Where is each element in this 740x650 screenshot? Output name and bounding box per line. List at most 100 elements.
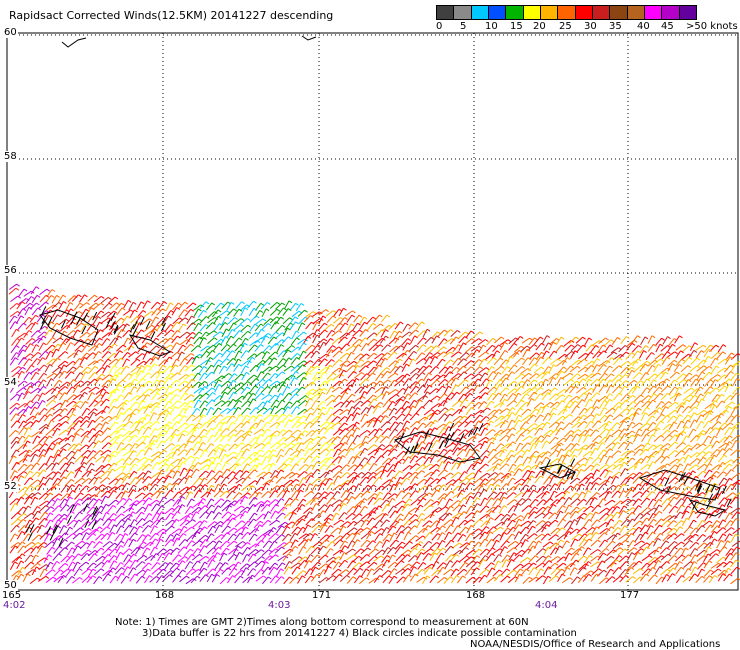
wind-barb-tick xyxy=(270,414,274,417)
wind-barb xyxy=(619,385,626,394)
wind-barb xyxy=(156,476,164,484)
wind-barb xyxy=(333,448,339,458)
wind-barb xyxy=(107,486,116,493)
wind-barb xyxy=(169,394,177,402)
wind-barb-tick xyxy=(133,386,138,390)
wind-barb xyxy=(534,414,541,423)
wind-barb xyxy=(688,374,697,381)
wind-barb-tick xyxy=(178,414,183,417)
wind-barb xyxy=(17,308,24,317)
wind-barb xyxy=(584,373,593,380)
wind-barb-tick xyxy=(94,399,99,403)
wind-barb-tick xyxy=(331,422,335,426)
wind-barb-tick xyxy=(226,468,231,472)
wind-barb-tick xyxy=(406,400,410,404)
wind-barb xyxy=(242,433,249,442)
wind-barb-tick xyxy=(498,408,503,412)
wind-barb-tick xyxy=(455,384,460,388)
wind-barb xyxy=(53,380,60,388)
wind-barb xyxy=(38,443,46,451)
wind-barb xyxy=(130,366,139,373)
wind-barb xyxy=(389,421,396,430)
wind-barb xyxy=(351,475,358,484)
wind-barb xyxy=(318,353,327,360)
wind-barb xyxy=(86,456,94,464)
wind-barb-tick xyxy=(92,411,97,415)
wind-barb xyxy=(339,322,346,331)
wind-barb-tick xyxy=(184,301,189,305)
wind-barb xyxy=(281,336,289,344)
wind-barb xyxy=(24,385,31,395)
wind-barb-tick xyxy=(36,401,40,405)
wind-barb xyxy=(22,406,29,414)
wind-barb xyxy=(177,461,183,471)
wind-barb-tick xyxy=(240,343,245,347)
wind-barb xyxy=(39,288,48,296)
wind-barb-tick xyxy=(403,352,407,356)
wind-barb xyxy=(612,435,620,443)
wind-barb xyxy=(394,421,401,430)
wind-barb xyxy=(305,429,313,437)
wind-barb xyxy=(345,428,353,437)
wind-barb xyxy=(381,391,387,400)
wind-barb xyxy=(248,332,257,340)
wind-barb-tick xyxy=(268,345,273,349)
wind-barb-tick xyxy=(146,342,151,346)
wind-barb-tick xyxy=(561,448,565,452)
wind-barb xyxy=(289,449,298,457)
wind-barb-tick xyxy=(637,350,641,354)
wind-barb-tick xyxy=(233,373,238,377)
wind-barb-tick xyxy=(604,414,608,418)
wind-barb xyxy=(128,302,134,311)
wind-barb-tick xyxy=(568,449,572,453)
wind-barb-tick xyxy=(548,366,552,369)
wind-barb-tick xyxy=(267,332,272,336)
wind-barb xyxy=(576,469,582,478)
wind-barb-tick xyxy=(204,372,208,376)
wind-barb-tick xyxy=(407,323,411,327)
wind-barb-tick xyxy=(282,358,287,362)
wind-barb xyxy=(675,402,683,410)
wind-barb-tick xyxy=(338,346,342,350)
wind-barb xyxy=(191,318,200,325)
wind-barb xyxy=(324,477,330,487)
wind-barb xyxy=(46,395,55,402)
wind-barb-tick xyxy=(212,456,216,460)
wind-barb xyxy=(8,287,17,295)
wind-barb-tick xyxy=(35,419,40,423)
wind-barb-tick xyxy=(122,447,126,451)
wind-barb xyxy=(557,454,563,464)
wind-barb-tick xyxy=(171,443,175,446)
wind-barb xyxy=(668,464,676,472)
wind-barb-tick xyxy=(248,456,253,460)
wind-barb-tick xyxy=(73,394,78,398)
wind-barb-tick xyxy=(37,368,41,371)
wind-barb xyxy=(577,434,583,443)
wind-barb xyxy=(507,388,515,395)
wind-barb xyxy=(730,406,737,416)
wind-barb xyxy=(221,373,230,380)
wind-barb xyxy=(170,444,179,451)
wind-barb-tick xyxy=(223,365,228,369)
wind-barb xyxy=(543,342,549,351)
wind-barb-tick xyxy=(225,336,229,339)
wind-barb xyxy=(632,472,641,479)
wind-barb xyxy=(688,428,694,438)
wind-barb xyxy=(639,471,647,478)
wind-barb xyxy=(479,386,487,394)
wind-barb-tick xyxy=(56,329,61,332)
wind-barb xyxy=(515,427,523,435)
wind-barb-tick xyxy=(633,386,637,390)
wind-barb xyxy=(522,435,530,442)
wind-barb-tick xyxy=(272,449,277,452)
wind-barb xyxy=(275,381,283,388)
wind-barb-tick xyxy=(86,352,90,356)
wind-barb-tick xyxy=(731,401,736,405)
wind-barb xyxy=(337,416,346,424)
wind-barb xyxy=(395,396,404,403)
wind-barb-tick xyxy=(378,476,383,480)
wind-barb xyxy=(240,324,249,332)
wind-barb-tick xyxy=(154,428,159,431)
wind-barb-tick xyxy=(23,426,28,430)
wind-barb xyxy=(716,351,724,360)
